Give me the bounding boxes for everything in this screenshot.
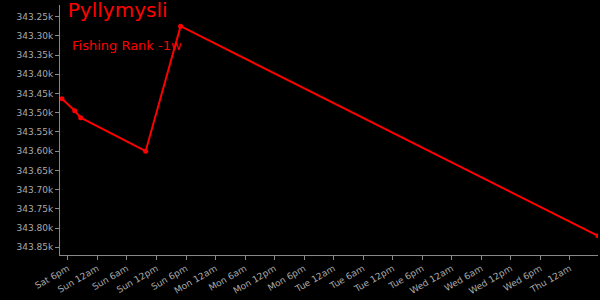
svg-text:Tue 6pm: Tue 6pm	[386, 263, 425, 291]
svg-text:Wed 12pm: Wed 12pm	[467, 263, 514, 296]
svg-text:Sat 6pm: Sat 6pm	[33, 263, 71, 291]
svg-text:343.80k: 343.80k	[16, 223, 53, 233]
svg-text:343.70k: 343.70k	[16, 185, 53, 195]
svg-text:Wed 6pm: Wed 6pm	[502, 263, 544, 293]
svg-text:343.50k: 343.50k	[16, 108, 53, 118]
svg-text:Mon 6am: Mon 6am	[207, 263, 248, 293]
svg-text:Sun 12am: Sun 12am	[56, 263, 101, 295]
svg-text:Tue 12pm: Tue 12pm	[352, 263, 396, 294]
svg-text:Fishing Rank -1w: Fishing Rank -1w	[72, 38, 182, 53]
svg-text:343.65k: 343.65k	[16, 166, 53, 176]
svg-text:Thu 12am: Thu 12am	[528, 263, 573, 295]
svg-text:Pyllymysli: Pyllymysli	[68, 0, 168, 22]
svg-text:Sun 6pm: Sun 6pm	[149, 263, 189, 292]
svg-text:Sun 6am: Sun 6am	[91, 263, 131, 292]
svg-text:343.30k: 343.30k	[16, 31, 53, 41]
svg-text:Sun 12pm: Sun 12pm	[115, 263, 160, 295]
svg-text:Wed 6am: Wed 6am	[443, 263, 485, 293]
svg-text:Wed 12am: Wed 12am	[408, 263, 455, 296]
svg-text:343.60k: 343.60k	[16, 146, 53, 156]
svg-text:343.45k: 343.45k	[16, 89, 53, 99]
svg-text:343.25k: 343.25k	[16, 12, 53, 22]
svg-text:Tue 6am: Tue 6am	[327, 263, 366, 291]
svg-text:343.85k: 343.85k	[16, 242, 53, 252]
svg-text:Mon 12pm: Mon 12pm	[231, 263, 277, 296]
svg-text:Mon 6pm: Mon 6pm	[266, 263, 307, 293]
svg-text:Tue 12am: Tue 12am	[293, 263, 337, 294]
svg-text:343.40k: 343.40k	[16, 69, 53, 79]
svg-text:343.35k: 343.35k	[16, 50, 53, 60]
svg-text:343.75k: 343.75k	[16, 204, 53, 214]
svg-text:343.55k: 343.55k	[16, 127, 53, 137]
svg-text:Mon 12am: Mon 12am	[173, 263, 219, 295]
